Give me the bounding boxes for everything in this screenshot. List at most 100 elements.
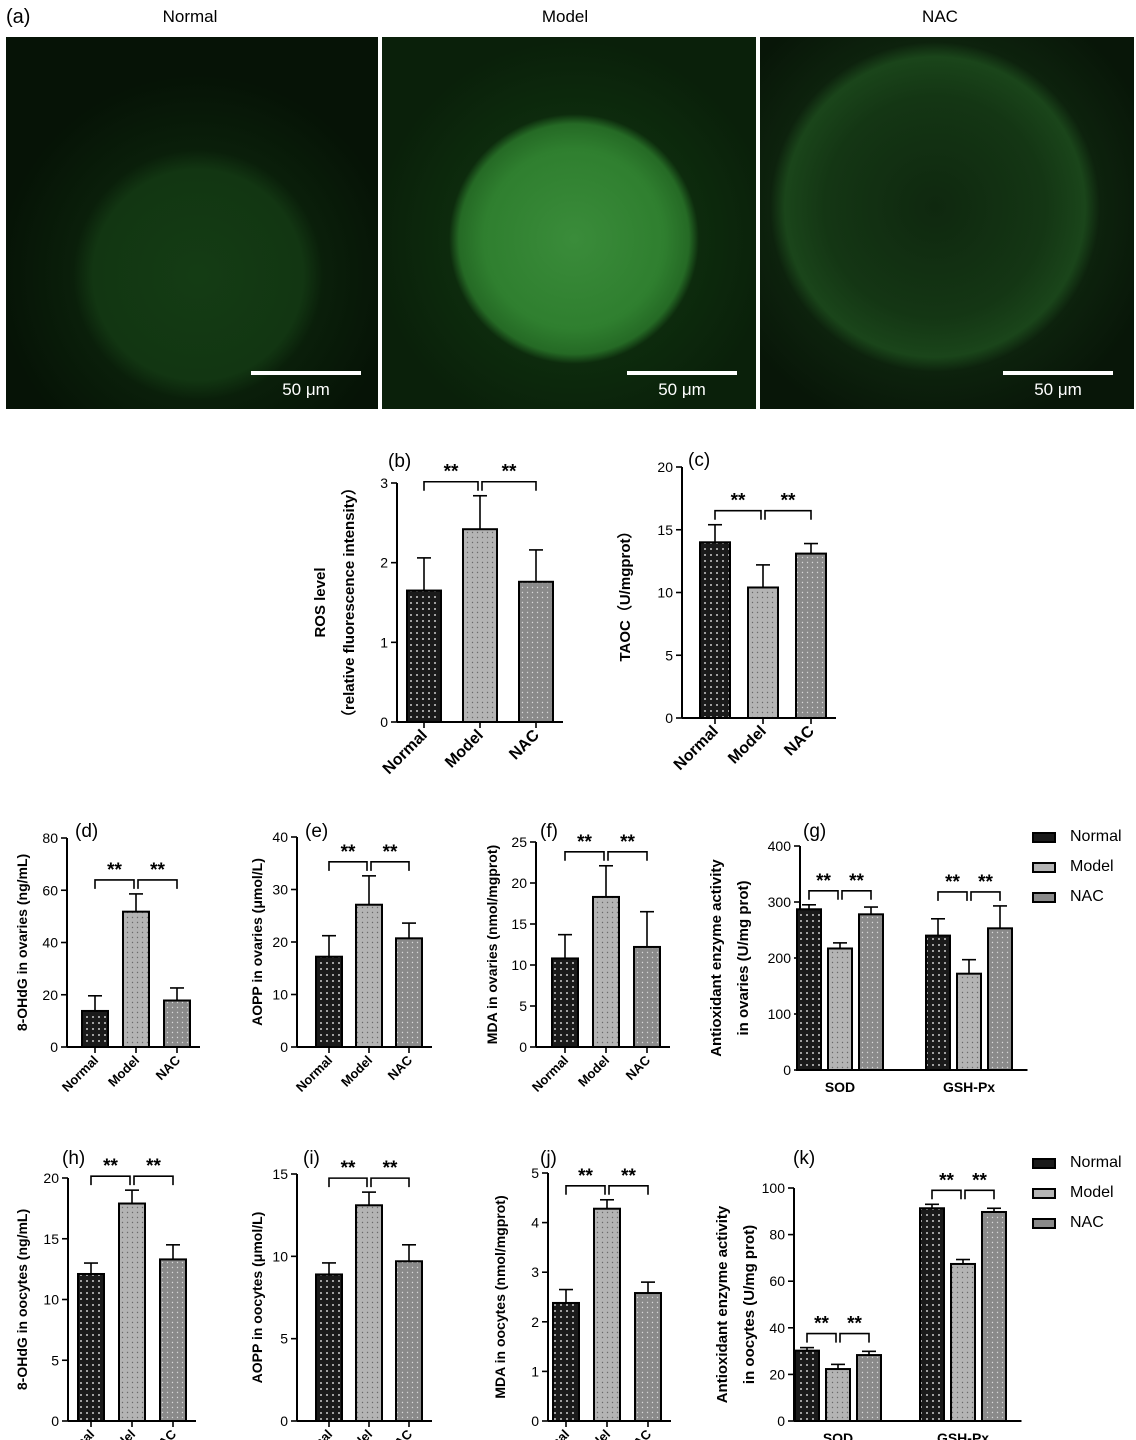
y-tick-label-g: 400 xyxy=(768,838,792,854)
y-tick-label-c: 10 xyxy=(657,585,673,601)
bar-d-normal xyxy=(81,1009,109,1049)
x-tick-label-i: Normal xyxy=(293,1427,335,1440)
scale-bar xyxy=(1003,371,1113,375)
bar-i-model xyxy=(355,1204,383,1422)
y-tick-label-g: 100 xyxy=(768,1006,792,1022)
legend-item: Model xyxy=(1032,1178,1122,1208)
significance-label-e-1: ** xyxy=(341,842,356,863)
legend-g: Normal Model NAC xyxy=(1032,822,1122,912)
x-tick-label-c: Normal xyxy=(671,723,722,774)
x-tick-label-b: Model xyxy=(442,727,487,772)
y-tick-label-e: 40 xyxy=(272,829,288,845)
significance-bracket-i-2 xyxy=(370,1177,410,1188)
y-tick-label-b: 0 xyxy=(380,714,388,730)
bar-k-sod-model xyxy=(825,1368,851,1423)
y-tick-label-f: 5 xyxy=(519,998,527,1014)
y-tick-label-h: 0 xyxy=(51,1413,59,1429)
significance-label-b-2: ** xyxy=(502,462,517,483)
y-tick-label-k: 80 xyxy=(769,1227,785,1243)
y-tick-label-g: 200 xyxy=(768,950,792,966)
x-tick-label-c: NAC xyxy=(781,722,818,759)
bar-h-normal xyxy=(77,1272,105,1422)
x-tick-label-d: Model xyxy=(105,1053,142,1090)
legend-swatch-model xyxy=(1032,1187,1056,1199)
y-tick-label-c: 20 xyxy=(657,459,673,475)
significance-label-g-1-2: ** xyxy=(978,872,993,893)
legend-label: Model xyxy=(1070,1184,1114,1201)
y-tick-label-k: 100 xyxy=(762,1180,786,1196)
panel-d-label: (d) xyxy=(75,821,98,842)
bar-k-gsh-px-model xyxy=(950,1262,976,1423)
y-tick-label-e: 30 xyxy=(272,882,288,898)
significance-label-j-1: ** xyxy=(578,1166,593,1187)
significance-label-g-0-2: ** xyxy=(849,871,864,892)
x-tick-label-b: NAC xyxy=(506,726,543,763)
bar-k-gsh-px-nac xyxy=(981,1210,1007,1423)
significance-label-e-2: ** xyxy=(383,842,398,863)
legend-label: Model xyxy=(1070,858,1114,875)
legend-label: NAC xyxy=(1070,888,1104,905)
significance-bracket-k-0-1 xyxy=(806,1332,837,1343)
y-tick-label-b: 2 xyxy=(380,555,388,571)
y-tick-label-f: 20 xyxy=(511,875,527,891)
bar-i-nac xyxy=(395,1260,423,1422)
x-tick-label-e: NAC xyxy=(385,1052,416,1083)
bar-b-model xyxy=(462,528,498,723)
panel-g-label: (g) xyxy=(803,821,826,842)
bar-g-sod-model xyxy=(827,947,853,1071)
panel-k-label: (k) xyxy=(793,1148,815,1169)
bar-e-normal xyxy=(315,955,343,1049)
significance-bracket-d-1 xyxy=(94,879,135,889)
significance-bracket-j-2 xyxy=(608,1184,649,1195)
panel-a-label: (a) xyxy=(6,6,31,28)
significance-bracket-k-1-2 xyxy=(964,1189,995,1200)
significance-bracket-g-1-2 xyxy=(970,891,1001,901)
significance-label-j-2: ** xyxy=(621,1166,636,1187)
legend-swatch-normal xyxy=(1032,831,1056,843)
y-tick-label-h: 15 xyxy=(43,1231,59,1247)
bar-b-nac xyxy=(518,580,554,724)
y-axis-label-b: ROS level xyxy=(312,567,329,637)
bar-g-gsh-px-normal xyxy=(925,934,951,1071)
legend-label: Normal xyxy=(1070,1154,1122,1171)
legend-swatch-model xyxy=(1032,861,1056,873)
significance-label-d-1: ** xyxy=(107,860,122,881)
bar-h-nac xyxy=(159,1258,187,1423)
legend-item: Normal xyxy=(1032,1148,1122,1178)
y-tick-label-e: 10 xyxy=(272,987,288,1003)
panel-i-label: (i) xyxy=(303,1148,320,1169)
bar-k-gsh-px-normal xyxy=(919,1207,945,1422)
significance-label-f-2: ** xyxy=(620,832,635,853)
legend-item: Normal xyxy=(1032,822,1122,852)
scale-bar xyxy=(251,371,361,375)
y-axis-label-e: AOPP in ovaries (μmol/L) xyxy=(249,858,265,1026)
y-axis-label-b: （relative fluorescence intensity） xyxy=(340,480,358,725)
significance-label-g-0-1: ** xyxy=(816,871,831,892)
y-tick-label-j: 1 xyxy=(531,1363,539,1379)
significance-bracket-e-2 xyxy=(370,861,410,871)
x-tick-label-d: NAC xyxy=(153,1052,184,1083)
y-axis-label-i: AOPP in oocytes (μmol/L) xyxy=(249,1212,265,1384)
bar-g-gsh-px-model xyxy=(956,972,982,1071)
x-tick-label-d: Normal xyxy=(59,1053,101,1095)
x-tick-label-h: NAC xyxy=(149,1426,180,1440)
x-tick-label-c: Model xyxy=(725,723,770,768)
panel-c-label: (c) xyxy=(688,450,710,471)
legend-item: NAC xyxy=(1032,882,1122,912)
x-tick-label-k: SOD xyxy=(823,1430,853,1440)
y-tick-label-i: 10 xyxy=(272,1248,288,1264)
x-tick-label-i: Model xyxy=(338,1427,375,1440)
x-tick-label-f: Model xyxy=(575,1053,612,1090)
significance-label-f-1: ** xyxy=(577,832,592,853)
y-tick-label-c: 15 xyxy=(657,522,673,538)
y-tick-label-k: 0 xyxy=(777,1413,785,1429)
y-axis-label-k: in oocytes (U/mg prot) xyxy=(741,1225,758,1384)
scale-bar xyxy=(627,371,737,375)
y-axis-label-j: MDA in oocytes (nmol/mgprot) xyxy=(492,1195,508,1398)
legend-swatch-normal xyxy=(1032,1157,1056,1169)
bar-h-model xyxy=(118,1202,146,1423)
x-tick-label-f: NAC xyxy=(623,1052,654,1083)
significance-bracket-f-2 xyxy=(607,850,648,861)
legend-item: NAC xyxy=(1032,1208,1122,1238)
significance-bracket-g-0-1 xyxy=(808,890,839,900)
